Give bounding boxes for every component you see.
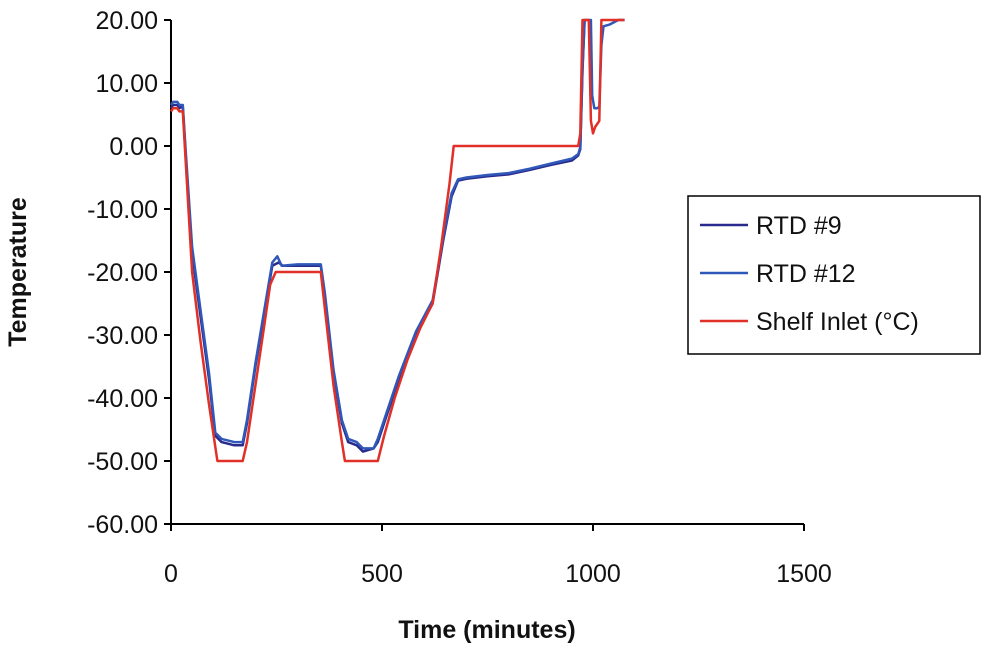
y-tick-label: 10.00 (95, 70, 158, 98)
y-tick-label: -60.00 (87, 511, 158, 539)
y-tick-label: -30.00 (87, 322, 158, 350)
y-tick-label: -20.00 (87, 259, 158, 287)
y-tick-label: 0.00 (109, 133, 158, 161)
y-ticks: 20.00 10.00 0.00 -10.00 -20.00 -30.00 -40.00 -5… (87, 7, 171, 539)
legend-label-rtd12: RTD #12 (756, 260, 856, 288)
series-lines (169, 18, 625, 463)
legend-box (687, 195, 981, 355)
x-tick-label: 1500 (776, 560, 832, 588)
y-tick-label: -50.00 (87, 448, 158, 476)
y-tick-label: -10.00 (87, 196, 158, 224)
legend: RTD #9 RTD #12 Shelf Inlet (°C) (687, 195, 981, 355)
x-tick-label: 1000 (565, 560, 621, 588)
legend-label-rtd9: RTD #9 (756, 212, 842, 240)
y-tick-label: 20.00 (95, 7, 158, 35)
x-axis-title: Time (minutes) (398, 616, 575, 644)
series-line-shelf-inlet (169, 18, 625, 463)
x-tick-label: 0 (164, 560, 178, 588)
series-line-rtd9 (169, 19, 586, 453)
x-ticks: 0 500 1000 1500 (164, 524, 832, 588)
legend-label-shelf-inlet: Shelf Inlet (°C) (756, 308, 919, 336)
y-axis-title: Temperature (4, 197, 32, 347)
y-tick-label: -40.00 (87, 385, 158, 413)
x-tick-label: 500 (361, 560, 403, 588)
